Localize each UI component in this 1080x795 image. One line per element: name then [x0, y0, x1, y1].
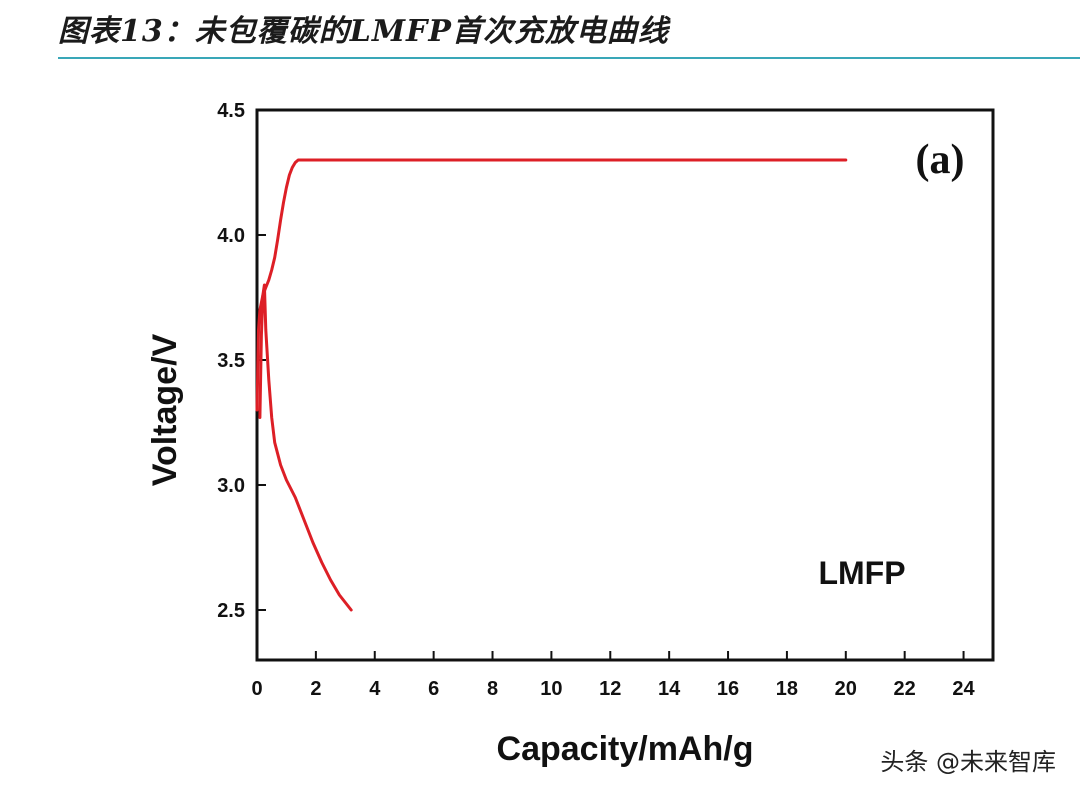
figure-title: 图表13：未包覆碳的LMFP首次充放电曲线: [58, 14, 669, 49]
title-divider: [58, 57, 1080, 59]
x-tick-label: 24: [952, 678, 975, 700]
y-tick-label: 4.5: [217, 100, 245, 122]
x-tick-label: 6: [428, 678, 439, 700]
y-tick-label: 3.5: [217, 350, 245, 372]
x-tick-label: 10: [540, 678, 562, 700]
y-tick-label: 2.5: [217, 600, 245, 622]
y-axis-ticks: 2.5 3.0 3.5 4.0 4.5: [217, 100, 266, 622]
x-tick-label: 16: [717, 678, 739, 700]
x-tick-label: 12: [599, 678, 621, 700]
x-axis-ticks: 0 2 4 6 8 10 12 14 16 18 20 22 24: [251, 651, 976, 700]
x-tick-label: 8: [487, 678, 498, 700]
x-tick-label: 14: [658, 678, 681, 700]
x-axis-label: Capacity/mAh/g: [497, 730, 754, 768]
y-axis-label: Voltage/V: [146, 333, 184, 486]
x-tick-label: 20: [835, 678, 857, 700]
x-tick-label: 22: [894, 678, 916, 700]
y-tick-label: 4.0: [217, 225, 245, 247]
series-annotation: LMFP: [818, 555, 905, 591]
y-tick-label: 3.0: [217, 475, 245, 497]
panel-label: (a): [916, 137, 965, 183]
series-line-charge: [255, 158, 848, 412]
x-tick-label: 4: [369, 678, 381, 700]
series-layer: [255, 158, 848, 612]
x-tick-label: 2: [310, 678, 321, 700]
series-line-discharge: [258, 283, 353, 612]
watermark: 头条 @未来智库: [880, 748, 1056, 776]
x-tick-label: 0: [251, 678, 262, 700]
x-tick-label: 18: [776, 678, 798, 700]
